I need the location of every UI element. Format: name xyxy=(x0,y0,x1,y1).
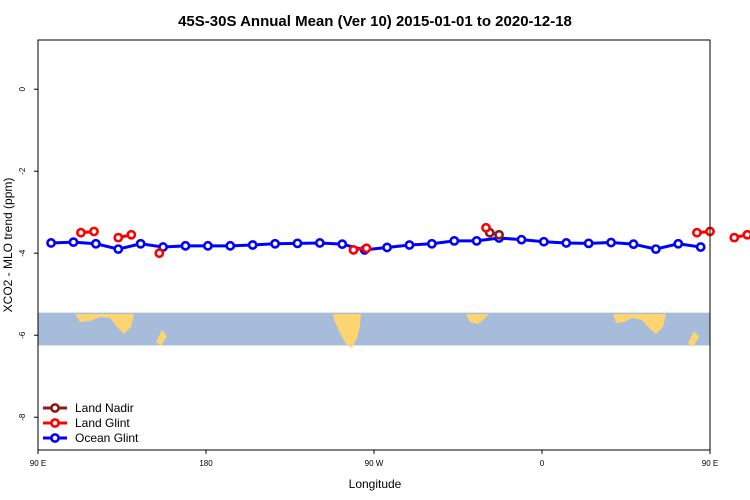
ocean-glint-point-4 xyxy=(135,238,146,249)
map-landmass-5 xyxy=(613,314,666,334)
map-landmass-2 xyxy=(156,330,167,346)
map-landmass-1 xyxy=(75,314,134,334)
ocean-glint-point-13 xyxy=(337,239,348,250)
ocean-glint-point-19 xyxy=(471,235,482,246)
ocean-glint-point-22 xyxy=(538,236,549,247)
x-tick-label-1: 180 xyxy=(199,459,213,468)
x-tick-label-2: 90 W xyxy=(365,459,384,468)
y-tick-label-0: 0 xyxy=(18,86,27,91)
y-tick-label-2: -4 xyxy=(18,249,27,257)
ocean-glint-point-26 xyxy=(628,239,639,250)
land-glint-seg-1-point-1 xyxy=(126,229,137,240)
map-landmass-3 xyxy=(333,314,361,348)
ocean-glint-point-7 xyxy=(202,240,213,251)
x-tick-label-4: 90 E xyxy=(702,459,718,468)
y-tick-label-4: -8 xyxy=(18,413,27,421)
series-land-nadir xyxy=(484,227,504,240)
chart-title: 45S-30S Annual Mean (Ver 10) 2015-01-01 … xyxy=(178,13,572,30)
legend-marker-land-nadir xyxy=(50,403,60,413)
y-axis: 0 -2 -4 -6 -8 xyxy=(18,86,38,421)
ocean-glint-point-0 xyxy=(46,238,56,248)
land-glint-seg-3-point-1 xyxy=(361,243,372,254)
ocean-glint-point-9 xyxy=(247,240,258,250)
land-glint-seg-0-point-0 xyxy=(76,227,86,238)
x-axis: 90 E 180 90 W 0 90 E xyxy=(30,450,718,468)
map-band xyxy=(38,312,710,348)
land-glint-seg-3-point-0 xyxy=(348,245,359,255)
ocean-glint-point-29 xyxy=(695,242,706,252)
ocean-glint-point-17 xyxy=(426,238,437,249)
map-landmass-4 xyxy=(466,314,489,324)
land-glint-seg-0-point-1 xyxy=(89,226,99,237)
legend-marker-land-glint xyxy=(50,418,60,428)
land-glint-seg-2-point-0 xyxy=(154,248,165,259)
land-glint-seg-6-point-1 xyxy=(742,229,750,240)
ocean-glint-point-28 xyxy=(673,238,684,249)
legend-label-land-nadir: Land Nadir xyxy=(75,401,134,415)
ocean-glint-point-11 xyxy=(292,238,303,249)
ocean-glint-point-2 xyxy=(90,238,101,249)
x-axis-label: Longitude xyxy=(349,477,402,491)
ocean-glint-point-23 xyxy=(561,238,572,248)
ocean-glint-point-21 xyxy=(516,234,527,245)
ocean-glint-point-6 xyxy=(180,240,191,251)
x-tick-label-0: 90 E xyxy=(30,459,46,468)
ocean-glint-point-24 xyxy=(583,238,594,249)
legend-label-ocean-glint: Ocean Glint xyxy=(75,431,139,445)
ocean-glint-point-12 xyxy=(314,238,325,248)
x-tick-label-3: 0 xyxy=(540,459,545,468)
ocean-glint-point-1 xyxy=(68,237,79,248)
legend-marker-ocean-glint xyxy=(50,433,60,443)
ocean-glint-point-15 xyxy=(382,242,392,253)
ocean-glint-point-16 xyxy=(404,240,415,250)
series-ocean-glint xyxy=(46,233,706,255)
ocean-glint-line xyxy=(51,236,701,252)
ocean-glint-point-18 xyxy=(449,235,460,246)
map-ocean xyxy=(38,312,710,346)
series-land-glint xyxy=(76,222,750,259)
series-layer xyxy=(46,222,750,259)
ocean-glint-point-10 xyxy=(270,238,280,249)
y-axis-label: XCO2 - MLO trend (ppm) xyxy=(1,178,15,313)
ocean-glint-point-3 xyxy=(113,244,124,254)
y-tick-label-1: -2 xyxy=(18,167,27,175)
land-glint-seg-5-point-0 xyxy=(692,227,702,238)
ocean-glint-point-25 xyxy=(606,237,616,248)
ocean-glint-point-27 xyxy=(650,244,661,254)
ocean-glint-point-8 xyxy=(225,240,236,251)
land-glint-seg-1-point-0 xyxy=(113,232,124,243)
legend-label-land-glint: Land Glint xyxy=(75,416,130,430)
land-glint-seg-6-point-0 xyxy=(729,232,740,243)
y-tick-label-3: -6 xyxy=(18,331,27,339)
map-landmass-6 xyxy=(688,331,699,347)
land-glint-seg-4-point-0 xyxy=(481,222,491,233)
land-nadir-seg-0-point-1 xyxy=(494,229,504,240)
